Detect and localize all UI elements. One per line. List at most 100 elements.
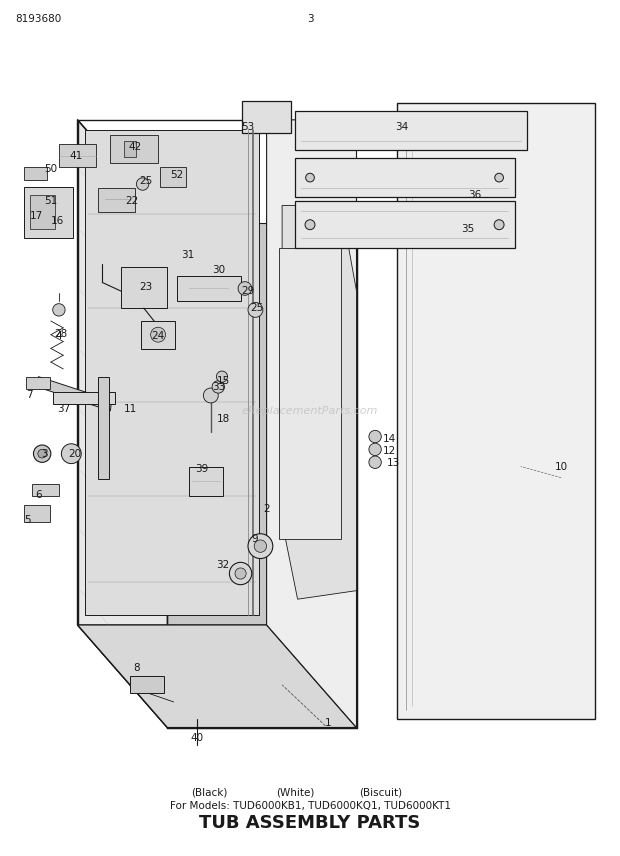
- Text: 14: 14: [383, 434, 396, 444]
- Text: 20: 20: [68, 449, 81, 459]
- Polygon shape: [59, 144, 96, 167]
- Text: 1: 1: [326, 718, 332, 728]
- Polygon shape: [98, 188, 135, 212]
- Text: 51: 51: [44, 196, 58, 206]
- Polygon shape: [53, 392, 115, 404]
- Text: 25: 25: [139, 176, 153, 187]
- Circle shape: [151, 327, 166, 342]
- Text: 12: 12: [383, 446, 396, 456]
- Text: For Models: TUD6000KB1, TUD6000KQ1, TUD6000KT1: For Models: TUD6000KB1, TUD6000KQ1, TUD6…: [169, 801, 451, 811]
- Polygon shape: [141, 321, 175, 349]
- Polygon shape: [24, 167, 46, 180]
- Circle shape: [203, 388, 218, 403]
- Polygon shape: [397, 103, 595, 719]
- Circle shape: [306, 173, 314, 182]
- Text: 9: 9: [251, 534, 257, 544]
- Polygon shape: [78, 120, 167, 728]
- Polygon shape: [24, 187, 73, 238]
- Text: 50: 50: [44, 164, 58, 175]
- Circle shape: [38, 449, 46, 458]
- Polygon shape: [24, 505, 50, 522]
- Text: 13: 13: [386, 458, 400, 468]
- Circle shape: [212, 381, 224, 393]
- Circle shape: [305, 220, 315, 229]
- Polygon shape: [26, 377, 50, 389]
- Text: 16: 16: [51, 216, 64, 226]
- Polygon shape: [282, 205, 356, 599]
- Text: 25: 25: [250, 303, 264, 313]
- Text: 36: 36: [467, 190, 481, 200]
- Circle shape: [248, 534, 273, 558]
- Text: eReplacementParts.com: eReplacementParts.com: [242, 406, 378, 416]
- Text: 22: 22: [125, 196, 138, 206]
- Text: 53: 53: [241, 122, 255, 132]
- Text: 6: 6: [36, 490, 42, 500]
- Text: 3: 3: [42, 449, 48, 459]
- Circle shape: [369, 431, 381, 443]
- Text: 28: 28: [54, 329, 68, 339]
- Polygon shape: [121, 267, 167, 308]
- Polygon shape: [78, 625, 356, 728]
- Polygon shape: [32, 484, 59, 496]
- Text: 23: 23: [139, 282, 153, 292]
- Polygon shape: [294, 201, 515, 248]
- Text: 11: 11: [123, 404, 137, 414]
- Circle shape: [229, 562, 252, 585]
- Polygon shape: [177, 276, 241, 301]
- Bar: [279, 248, 341, 539]
- Text: 10: 10: [554, 461, 568, 472]
- Polygon shape: [294, 111, 527, 150]
- Circle shape: [494, 220, 504, 229]
- Circle shape: [369, 443, 381, 455]
- Text: TUB ASSEMBLY PARTS: TUB ASSEMBLY PARTS: [199, 814, 421, 833]
- Text: 15: 15: [216, 376, 230, 386]
- Circle shape: [136, 178, 149, 190]
- Text: 4: 4: [56, 330, 62, 341]
- Text: 24: 24: [151, 330, 165, 341]
- Text: 5: 5: [25, 515, 31, 526]
- Polygon shape: [30, 195, 55, 229]
- Text: 41: 41: [69, 151, 82, 161]
- Circle shape: [248, 302, 263, 318]
- Polygon shape: [267, 120, 356, 728]
- Text: 35: 35: [461, 224, 475, 235]
- Text: 39: 39: [195, 464, 208, 474]
- Circle shape: [216, 371, 228, 383]
- Text: 29: 29: [241, 286, 255, 296]
- Polygon shape: [167, 223, 356, 728]
- Text: 17: 17: [29, 211, 43, 221]
- Text: 8: 8: [133, 663, 140, 673]
- Polygon shape: [85, 130, 259, 615]
- Text: 3: 3: [307, 14, 313, 24]
- Text: 52: 52: [170, 170, 184, 181]
- Text: (White): (White): [276, 788, 314, 798]
- Circle shape: [235, 568, 246, 580]
- Text: 40: 40: [190, 733, 204, 743]
- Polygon shape: [110, 135, 158, 163]
- Text: (Black): (Black): [192, 788, 228, 798]
- Text: 30: 30: [212, 265, 226, 275]
- Text: 2: 2: [264, 504, 270, 514]
- Text: 37: 37: [57, 404, 71, 414]
- Polygon shape: [98, 377, 108, 479]
- Text: 8193680: 8193680: [16, 14, 62, 24]
- Polygon shape: [242, 101, 291, 133]
- Text: 31: 31: [181, 250, 195, 260]
- Circle shape: [33, 445, 51, 462]
- Text: 42: 42: [128, 142, 142, 152]
- Text: 33: 33: [212, 382, 226, 392]
- Text: 32: 32: [216, 560, 230, 570]
- Polygon shape: [37, 377, 112, 411]
- Circle shape: [61, 443, 81, 464]
- Bar: [130, 676, 164, 693]
- Text: 7: 7: [27, 390, 33, 401]
- Polygon shape: [294, 158, 515, 197]
- Polygon shape: [189, 467, 223, 496]
- Circle shape: [369, 456, 381, 468]
- Text: 34: 34: [395, 122, 409, 132]
- Circle shape: [495, 173, 503, 182]
- Circle shape: [238, 282, 252, 295]
- Text: (Biscuit): (Biscuit): [359, 788, 402, 798]
- Text: 18: 18: [216, 414, 230, 425]
- Polygon shape: [124, 141, 136, 157]
